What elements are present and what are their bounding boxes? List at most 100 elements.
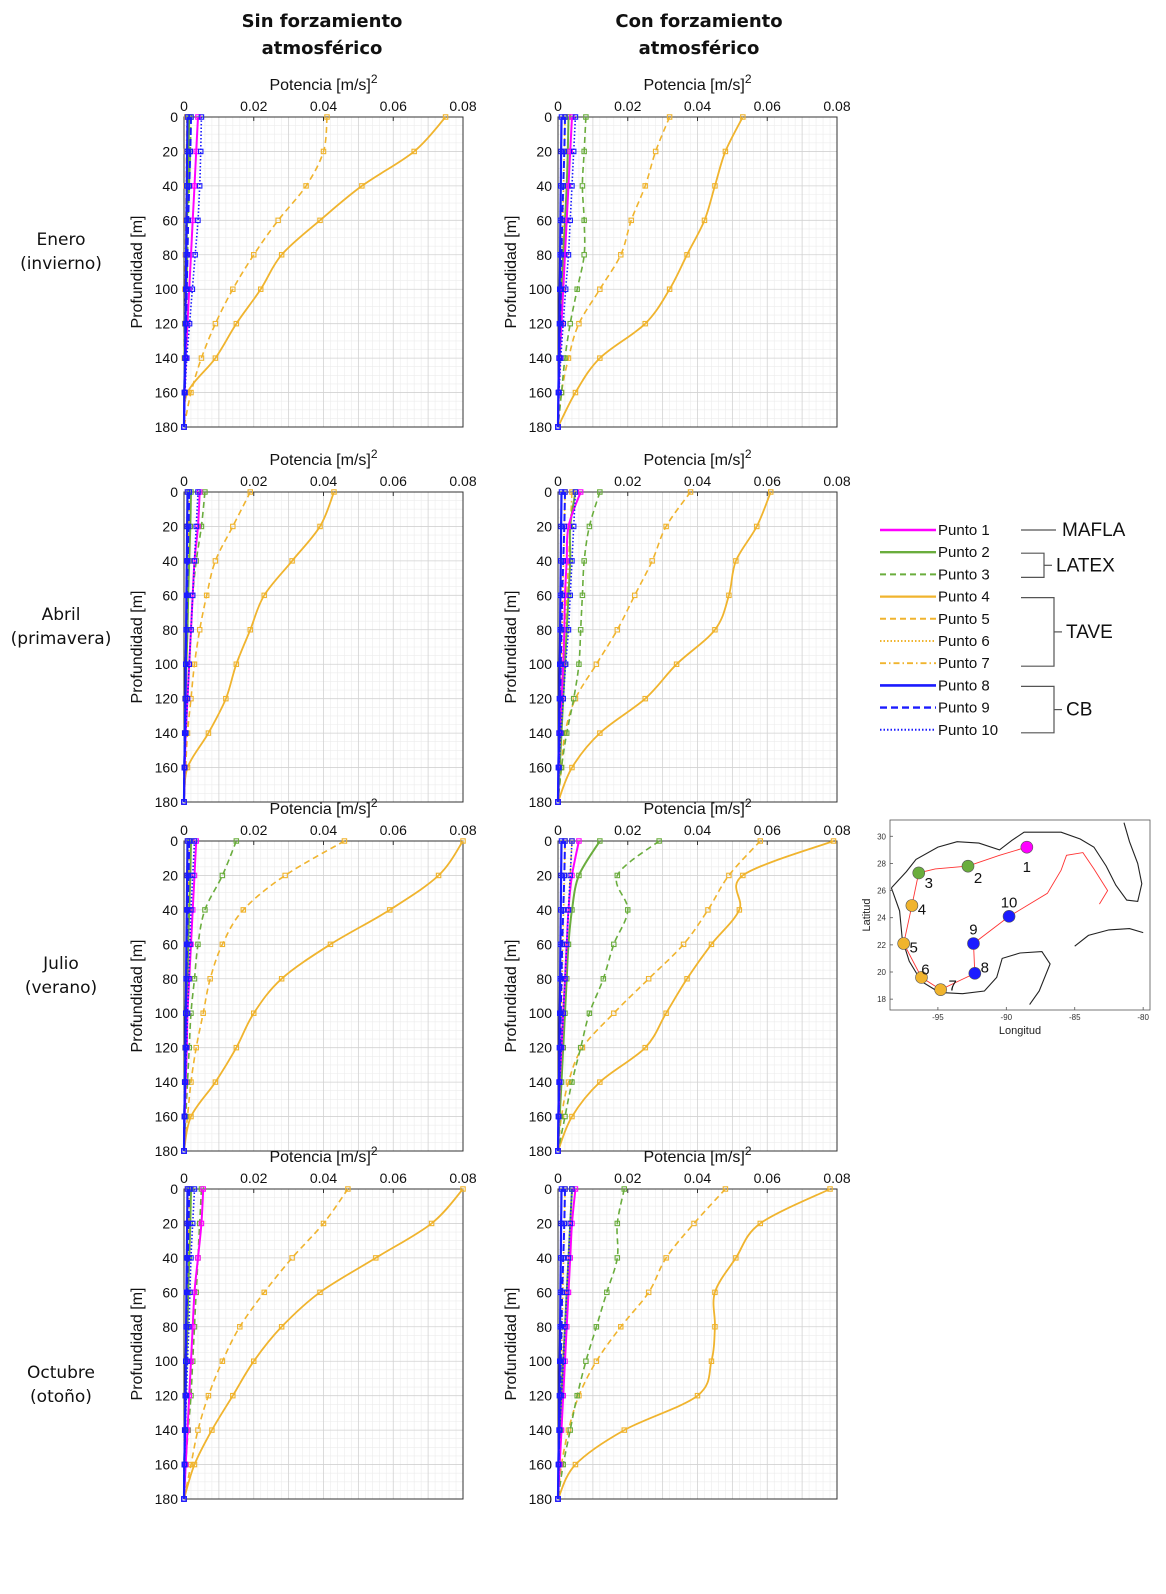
y-tick-label: 80 [162,1319,178,1335]
series-line-punto-8 [182,840,189,1152]
map-y-axis-title: Latitud [861,898,873,931]
map-y-tick-label: 26 [877,887,886,896]
data-point-punto-4 [754,523,760,530]
y-tick-label: 100 [155,656,179,672]
data-point-punto-8 [184,523,190,530]
column-title-line: Con forzamiento [615,11,783,32]
y-tick-label: 180 [529,1491,553,1507]
y-tick-label: 40 [536,1250,552,1266]
data-point-punto-4 [251,1010,257,1016]
y-tick-label: 40 [536,902,552,918]
series-line-punto-5 [183,1188,349,1500]
data-point-punto-10 [570,523,577,530]
map-station-marker [961,859,975,873]
data-point-punto-5 [663,523,669,530]
data-point-punto-8 [558,872,564,879]
data-point-punto-8 [182,355,188,361]
x-axis-title-superscript: 2 [745,796,752,810]
data-point-punto-5 [691,1220,697,1227]
chart-panel-abril-sin: 0 0.02 0.04 0.06 0.08 0 20 40 60 80 100 120 140 160 18… [129,447,477,810]
map-station-label: 1 [1023,859,1031,876]
data-point-punto-3 [604,1289,610,1296]
row-label-line: (invierno) [20,254,102,274]
data-point-punto-10 [570,148,577,155]
data-point-punto-4 [317,523,323,530]
y-tick-label: 180 [155,419,179,435]
map-station-marker [897,937,910,950]
data-point-punto-5 [565,355,572,361]
data-point-punto-5 [212,320,219,327]
y-tick-label: 20 [162,518,178,534]
y-tick-label: 160 [529,1109,553,1125]
data-point-punto-4 [740,872,746,879]
data-point-punto-5 [341,838,348,844]
y-tick-label: 160 [529,1457,553,1473]
data-point-punto-10 [197,148,204,155]
data-point-punto-3 [567,320,573,327]
data-point-punto-4 [722,148,729,155]
data-point-punto-4 [708,1358,715,1364]
data-point-punto-4 [597,730,603,736]
x-axis-title-superscript: 2 [371,796,378,810]
data-point-punto-3 [574,1392,580,1399]
row-label-line: (primavera) [10,629,112,649]
data-point-punto-8 [558,558,564,564]
series-line-punto-3 [557,1188,626,1500]
data-point-punto-5 [611,1010,617,1016]
map-x-tick-label: -80 [1137,1013,1149,1022]
data-point-punto-8 [557,976,563,982]
row-label-line: Octubre [26,1363,96,1383]
data-point-punto-3 [625,907,631,913]
data-point-punto-10 [567,592,573,599]
data-point-punto-3 [581,252,587,258]
data-point-punto-8 [184,872,190,879]
x-tick-label: 0.08 [823,1170,850,1186]
data-point-punto-4 [327,941,334,948]
data-point-punto-4 [460,1186,466,1192]
y-tick-label: 160 [155,1457,179,1473]
y-tick-label: 0 [544,484,552,500]
data-point-punto-5 [680,941,687,948]
series-line-punto-4 [557,116,744,428]
x-tick-label: 0.04 [310,1170,337,1186]
data-point-punto-1 [572,1186,579,1192]
data-point-punto-2 [597,838,603,844]
data-point-punto-5 [237,1324,243,1330]
data-point-punto-4 [278,252,285,258]
data-point-punto-4 [767,489,774,495]
data-point-punto-7 [569,489,575,495]
data-point-punto-4 [212,355,219,361]
data-point-punto-4 [442,114,449,120]
data-point-punto-4 [247,627,254,633]
data-point-punto-3 [614,1220,621,1227]
data-point-punto-4 [212,1079,219,1085]
y-tick-label: 80 [536,971,552,987]
data-point-punto-4 [387,907,393,913]
data-point-punto-5 [593,661,600,667]
data-point-punto-8 [184,838,191,844]
series-line-punto-10 [183,840,196,1152]
legend-label-punto-10: Punto 10 [938,722,998,739]
data-point-punto-8 [557,1289,564,1296]
data-point-punto-9 [562,1186,568,1192]
data-point-punto-9 [562,114,568,120]
y-tick-label: 140 [529,350,553,366]
y-tick-label: 60 [536,936,552,952]
x-tick-label: 0.06 [380,98,407,114]
series-line-punto-3 [557,840,660,1152]
data-point-punto-5 [618,252,624,258]
series-line-punto-10 [557,491,577,803]
data-point-punto-8 [556,695,563,702]
x-tick-label: 0.02 [614,1170,641,1186]
series-line-punto-1 [183,1188,205,1500]
data-point-punto-10 [186,661,192,667]
data-point-punto-8 [184,1186,191,1192]
y-tick-label: 100 [529,1353,553,1369]
data-point-punto-1 [563,558,570,564]
data-point-punto-5 [614,627,621,633]
data-point-punto-5 [722,1186,729,1192]
data-point-punto-4 [684,252,690,258]
series-line-punto-5 [183,116,328,428]
data-point-punto-1 [195,114,201,120]
series-line-punto-5 [557,491,692,803]
